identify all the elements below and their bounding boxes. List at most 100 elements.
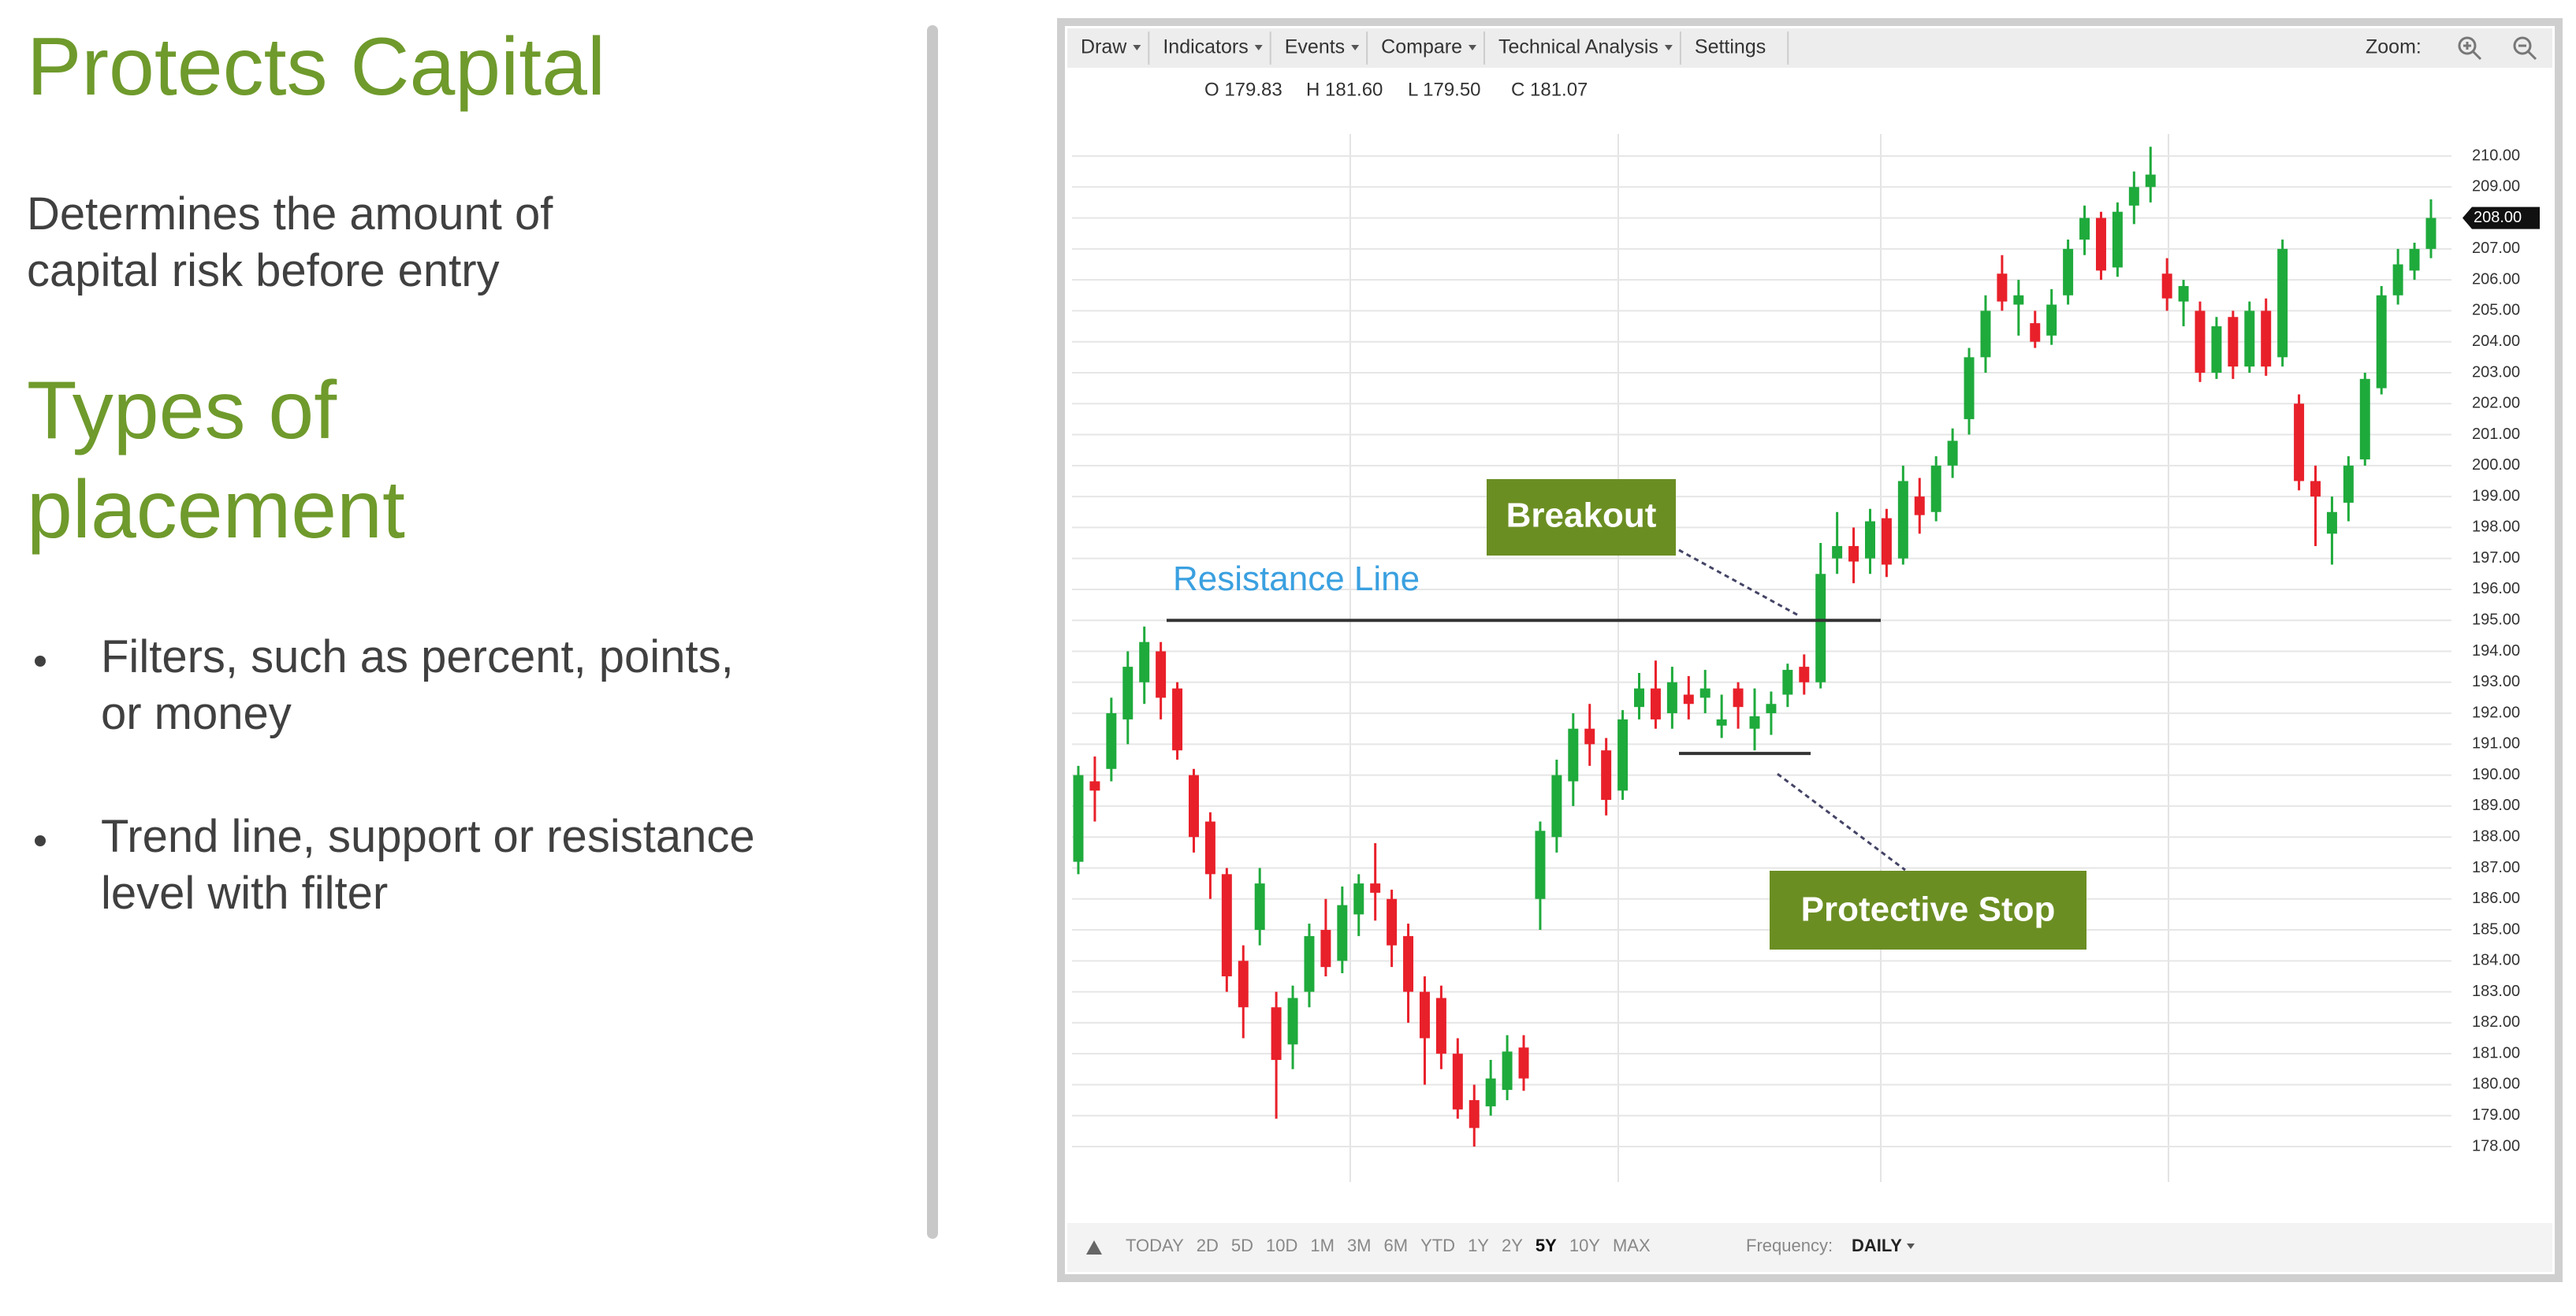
candle-body <box>1403 935 1414 992</box>
y-tick-label: 202.00 <box>2472 395 2520 412</box>
toolbar <box>1067 28 2552 68</box>
candle-body <box>1865 521 1875 559</box>
y-tick-label: 182.00 <box>2472 1013 2520 1031</box>
dropdown-arrow <box>1469 45 1476 50</box>
y-tick-label: 189.00 <box>2472 797 2520 814</box>
candle-body <box>1502 1051 1513 1091</box>
candle-body <box>2228 317 2239 367</box>
candle-body <box>1683 694 1694 704</box>
stop-label: Protective Stop <box>1801 890 2056 929</box>
bullet: Trend line, support or resistance level … <box>101 811 755 919</box>
candle-body <box>2211 326 2222 373</box>
y-tick-label: 185.00 <box>2472 920 2520 938</box>
candle-body <box>1089 781 1100 791</box>
toolbar-menu[interactable]: Compare <box>1381 36 1462 58</box>
candle-body <box>2112 211 2123 268</box>
candle-body <box>1666 682 1677 714</box>
range-button[interactable]: 5Y <box>1536 1236 1557 1255</box>
candle-body <box>2359 378 2370 459</box>
candle-body <box>1749 716 1760 729</box>
candle-body <box>1139 641 1150 682</box>
candle-body <box>1832 545 1843 559</box>
candle-body <box>1337 905 1348 961</box>
pointer <box>1777 772 1906 872</box>
candle-body <box>1287 998 1298 1045</box>
candle-body <box>1304 935 1315 992</box>
candle-body <box>2310 481 2321 497</box>
y-tick-label: 190.00 <box>2472 766 2520 783</box>
candle-body <box>1782 670 1793 695</box>
candle-body <box>1469 1100 1480 1128</box>
candle-body <box>1122 667 1134 719</box>
candles <box>1073 147 2436 1147</box>
range-button[interactable]: 2Y <box>1502 1236 1523 1255</box>
range-button[interactable]: 3M <box>1347 1236 1372 1255</box>
candle-body <box>1897 481 1908 559</box>
collapse-icon <box>1086 1240 1102 1255</box>
ohlc-readout: H 181.60 <box>1306 79 1383 100</box>
range-button[interactable]: 1M <box>1310 1236 1335 1255</box>
toolbar-menu[interactable]: Indicators <box>1163 36 1248 58</box>
frequency-label: Frequency: <box>1746 1236 1833 1255</box>
toolbar-menu[interactable]: Settings <box>1695 36 1766 58</box>
zoom-label: Zoom: <box>2366 36 2422 58</box>
dropdown-arrow <box>1351 45 1360 50</box>
candle-body <box>1172 688 1183 751</box>
candle-body <box>2145 174 2156 188</box>
y-tick-label: 208.00 <box>2472 209 2520 226</box>
range-button[interactable]: 10D <box>1266 1236 1297 1255</box>
frequency-select[interactable]: DAILY <box>1852 1236 1902 1255</box>
candle-body <box>1980 310 1991 358</box>
candle-body <box>1073 775 1084 862</box>
toolbar-menu[interactable]: Technical Analysis <box>1498 36 1658 58</box>
y-tick-label: 200.00 <box>2472 456 2520 474</box>
y-tick-label: 178.00 <box>2472 1137 2520 1154</box>
candle-body <box>2425 217 2436 249</box>
candle-body <box>2030 323 2041 342</box>
candle-body <box>1815 574 1826 682</box>
y-tick-label: 201.00 <box>2472 426 2520 443</box>
toolbar-menu[interactable]: Draw <box>1081 36 1127 58</box>
candle-body <box>1189 775 1199 838</box>
range-button[interactable]: 6M <box>1384 1236 1409 1255</box>
y-tick-label: 195.00 <box>2472 612 2520 629</box>
range-button[interactable]: TODAY <box>1126 1236 1184 1255</box>
candle-body <box>1799 667 1810 682</box>
y-tick-label: 184.00 <box>2472 952 2520 969</box>
candle-body <box>2178 285 2189 302</box>
y-tick-label: 203.00 <box>2472 363 2520 381</box>
range-button[interactable]: MAX <box>1613 1236 1651 1255</box>
range-button[interactable]: 2D <box>1197 1236 1219 1255</box>
bullet: Filters, such as percent, points, or mon… <box>101 631 734 739</box>
section-title: Types of placement <box>27 365 405 556</box>
candle-body <box>1254 883 1265 931</box>
y-tick-label: 187.00 <box>2472 859 2520 876</box>
y-tick-label: 181.00 <box>2472 1044 2520 1061</box>
dropdown-arrow <box>1906 1244 1915 1249</box>
candle-body <box>1584 728 1595 745</box>
candle-body <box>1518 1047 1529 1079</box>
grid <box>1072 155 2451 1147</box>
zoom-icons <box>2458 36 2537 61</box>
range-button[interactable]: YTD <box>1420 1236 1455 1255</box>
candle-body <box>2343 465 2354 503</box>
y-tick-label: 186.00 <box>2472 890 2520 907</box>
toolbar-menu[interactable]: Events <box>1285 36 1345 58</box>
y-tick-label: 205.00 <box>2472 302 2520 319</box>
range-button[interactable]: 5D <box>1231 1236 1253 1255</box>
range-button[interactable]: 10Y <box>1569 1236 1600 1255</box>
range-button[interactable]: 1Y <box>1468 1236 1489 1255</box>
ohlc-readout: O 179.83 <box>1204 79 1282 100</box>
candle-body <box>1716 719 1727 726</box>
y-tick-label: 193.00 <box>2472 673 2520 690</box>
candle-body <box>1156 651 1167 698</box>
candle-body <box>1766 704 1777 714</box>
range-bar <box>1067 1223 2552 1272</box>
y-tick-label: 179.00 <box>2472 1106 2520 1124</box>
stop-box <box>1770 871 2086 950</box>
y-tick-label: 196.00 <box>2472 580 2520 597</box>
dropdown-arrow <box>1254 45 1263 50</box>
candle-body <box>1419 991 1430 1039</box>
candle-body <box>2376 295 2387 388</box>
y-tick-label: 183.00 <box>2472 983 2520 1000</box>
